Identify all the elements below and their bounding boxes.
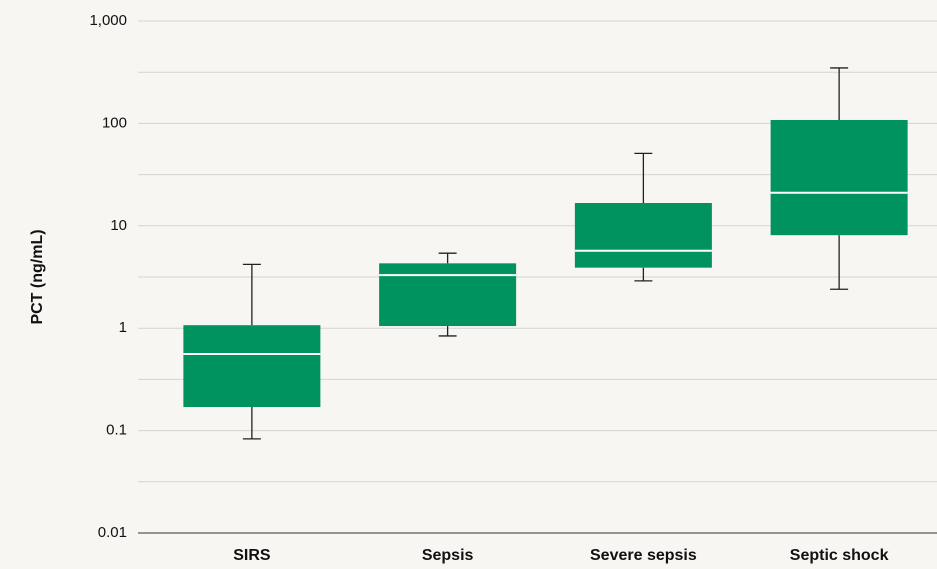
y-tick-label: 100	[102, 114, 127, 131]
y-tick-label: 1,000	[89, 12, 127, 29]
box	[379, 263, 517, 327]
y-tick-label: 1	[119, 319, 127, 336]
y-tick-label: 0.1	[106, 422, 127, 439]
y-tick-label: 10	[110, 217, 127, 234]
y-axis-label: PCT (ng/mL)	[29, 229, 46, 324]
box	[770, 119, 908, 236]
box	[574, 202, 712, 268]
x-tick-label: SIRS	[233, 547, 271, 564]
y-tick-label: 0.01	[98, 524, 127, 541]
box	[183, 325, 321, 408]
x-tick-label: Septic shock	[790, 547, 889, 564]
x-tick-label: Sepsis	[422, 547, 474, 564]
x-tick-label: Severe sepsis	[590, 547, 697, 564]
